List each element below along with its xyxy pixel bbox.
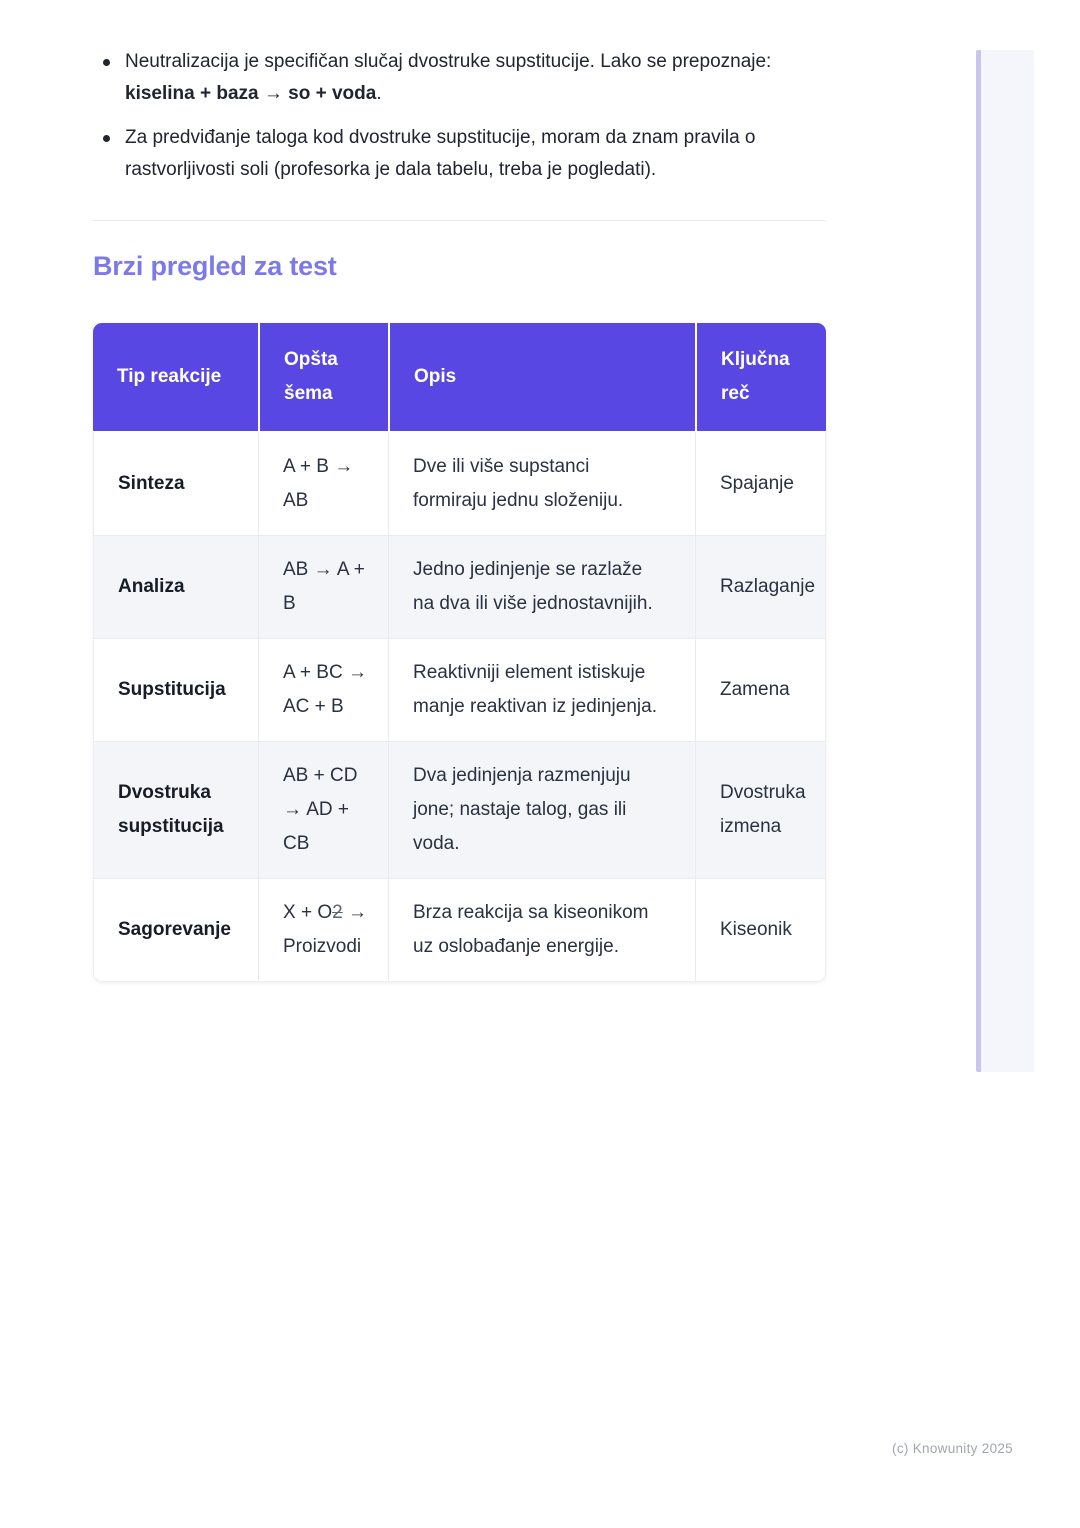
column-header-tip-reakcije: Tip reakcije: [93, 323, 258, 431]
section-title: Brzi pregled za test: [93, 251, 337, 281]
table-row: Analiza AB → A + B Jedno jedinjenje se r…: [93, 535, 826, 638]
bullet-icon: [103, 135, 110, 142]
table-header-row: Tip reakcije Opšta šema Opis Ključna reč: [93, 323, 826, 431]
list-item: Za predviđanje taloga kod dvostruke sups…: [93, 122, 826, 186]
page-edge-accent-line: [976, 50, 981, 1072]
cell-reaction-type: Sagorevanje: [93, 878, 258, 982]
formula-text: →: [342, 902, 367, 923]
note-text-bold: kiselina + baza → so + voda: [125, 83, 377, 104]
cell-reaction-type: Analiza: [93, 535, 258, 638]
cell-reaction-type: Supstitucija: [93, 638, 258, 741]
note-text: Neutralizacija je specifičan slučaj dvos…: [125, 46, 826, 110]
column-header-opis: Opis: [388, 323, 695, 431]
table-row: Sinteza A + B → AB Dve ili više supstanc…: [93, 431, 826, 535]
formula-text: Proizvodi: [283, 936, 362, 957]
cell-formula: AB → A + B: [258, 535, 388, 638]
cell-keyword: Dvostruka izmena: [695, 741, 826, 878]
cell-reaction-type: Sinteza: [93, 431, 258, 535]
page-edge-panel: [981, 50, 1034, 1072]
column-header-opsta-sema: Opšta šema: [258, 323, 388, 431]
cell-formula: AB + CD → AD + CB: [258, 741, 388, 878]
strikethrough-text: 2: [332, 902, 343, 923]
cell-description: Dve ili više supstanci formiraju jednu s…: [388, 431, 695, 535]
note-text-plain: Neutralizacija je specifičan slučaj dvos…: [125, 51, 772, 72]
cell-description: Brza reakcija sa kiseonikom uz oslobađan…: [388, 878, 695, 982]
cell-keyword: Spajanje: [695, 431, 826, 535]
footer-copyright: (c) Knowunity 2025: [892, 1441, 1013, 1456]
note-text-plain: Za predviđanje taloga kod dvostruke sups…: [125, 127, 756, 180]
list-item: Neutralizacija je specifičan slučaj dvos…: [93, 46, 826, 110]
notes-list: Neutralizacija je specifičan slučaj dvos…: [93, 46, 826, 186]
cell-description: Dva jedinjenja razmenjuju jone; nastaje …: [388, 741, 695, 878]
reactions-table: Tip reakcije Opšta šema Opis Ključna reč…: [93, 323, 826, 982]
section-divider: [93, 220, 826, 221]
cell-keyword: Zamena: [695, 638, 826, 741]
table-row: Supstitucija A + BC → AC + B Reaktivniji…: [93, 638, 826, 741]
column-header-kljucna-rec: Ključna reč: [695, 323, 826, 431]
cell-description: Jedno jedinjenje se razlaže na dva ili v…: [388, 535, 695, 638]
cell-keyword: Kiseonik: [695, 878, 826, 982]
page-content: Neutralizacija je specifičan slučaj dvos…: [93, 46, 826, 982]
cell-formula: X + O2 → Proizvodi: [258, 878, 388, 982]
formula-text: X + O: [283, 902, 333, 923]
cell-keyword: Razlaganje: [695, 535, 826, 638]
cell-formula: A + B → AB: [258, 431, 388, 535]
note-text: Za predviđanje taloga kod dvostruke sups…: [125, 122, 826, 186]
note-text-plain: .: [376, 83, 382, 104]
table-row: Dvostruka supstitucija AB + CD → AD + CB…: [93, 741, 826, 878]
cell-reaction-type: Dvostruka supstitucija: [93, 741, 258, 878]
bullet-icon: [103, 59, 110, 66]
cell-formula: A + BC → AC + B: [258, 638, 388, 741]
cell-description: Reaktivniji element istiskuje manje reak…: [388, 638, 695, 741]
table-row: Sagorevanje X + O2 → Proizvodi Brza reakc…: [93, 878, 826, 982]
